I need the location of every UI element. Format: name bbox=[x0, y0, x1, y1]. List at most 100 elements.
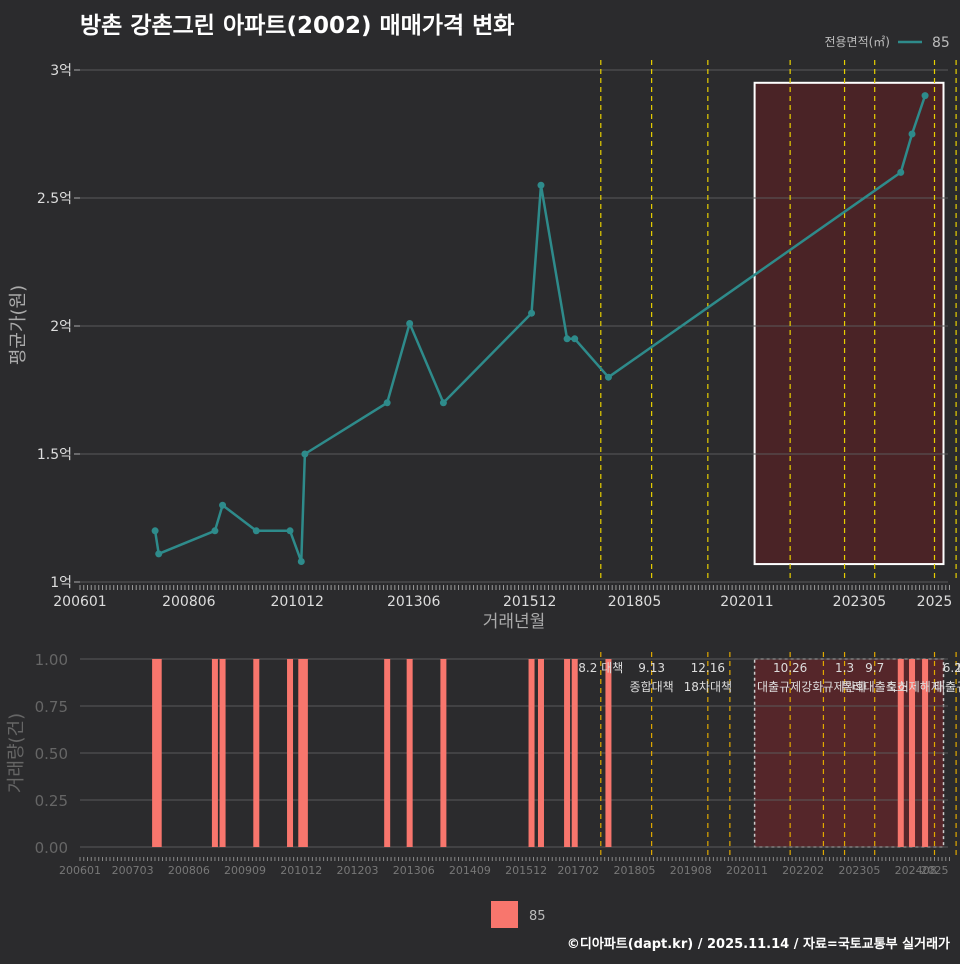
volume-bar bbox=[528, 659, 535, 847]
policy-annotation-date: 1.3 bbox=[835, 661, 854, 675]
price-point bbox=[219, 501, 227, 509]
policy-annotation-name: 규제완화 bbox=[822, 680, 866, 694]
bottom-x-tick-label: 2025 bbox=[921, 864, 949, 877]
volume-bar bbox=[152, 659, 159, 847]
price-point bbox=[908, 130, 916, 138]
top-y-axis-label: 평균가(원) bbox=[8, 285, 29, 365]
price-point bbox=[286, 527, 294, 535]
bottom-x-tick-label: 201908 bbox=[670, 864, 712, 877]
policy-annotation-date: 9.13 bbox=[638, 661, 665, 675]
bottom-x-tick-label: 202305 bbox=[838, 864, 880, 877]
top-x-axis-label: 거래년월 bbox=[483, 612, 546, 632]
highlight-box bbox=[753, 81, 945, 566]
price-point bbox=[406, 319, 414, 327]
bottom-x-tick-label: 201702 bbox=[557, 864, 599, 877]
top-x-tick-label: 202011 bbox=[720, 594, 773, 610]
policy-annotation-date: 12.16 bbox=[691, 661, 725, 675]
bottom-x-tick-label: 201012 bbox=[280, 864, 322, 877]
volume-bar bbox=[287, 659, 294, 847]
legend-title: 전용면적(㎡) bbox=[824, 35, 890, 49]
price-point bbox=[537, 181, 545, 189]
bottom-x-tick-label: 201203 bbox=[336, 864, 378, 877]
volume-bar bbox=[298, 659, 305, 847]
bottom-legend-label: 85 bbox=[529, 909, 546, 924]
price-point bbox=[563, 335, 571, 343]
price-point bbox=[921, 92, 929, 100]
policy-annotation-date: 8.2 대책 bbox=[578, 660, 623, 675]
bottom-y-tick-label: 0.50 bbox=[35, 745, 68, 763]
volume-bar bbox=[605, 659, 612, 847]
volume-bar bbox=[253, 659, 260, 847]
bottom-x-tick-label: 201409 bbox=[449, 864, 491, 877]
price-point bbox=[897, 168, 905, 176]
bottom-y-tick-label: 1.00 bbox=[35, 651, 68, 669]
bottom-x-tick-label: 201805 bbox=[614, 864, 656, 877]
price-point bbox=[571, 335, 579, 343]
bottom-x-tick-label: 201306 bbox=[393, 864, 435, 877]
policy-annotation-name: 종합대책 bbox=[630, 679, 674, 694]
policy-annotation-date: 10.26 bbox=[773, 661, 807, 675]
policy-annotation-name: 18차대책 bbox=[684, 679, 732, 694]
bottom-y-tick-label: 0.25 bbox=[35, 792, 68, 810]
bottom-x-tick-label: 200909 bbox=[224, 864, 266, 877]
price-point bbox=[297, 558, 305, 566]
top-x-tick-label: 200806 bbox=[162, 594, 216, 610]
volume-bar bbox=[211, 659, 218, 847]
top-y-tick-label: 2.5억 bbox=[37, 191, 72, 207]
bottom-x-tick-label: 202011 bbox=[726, 864, 768, 877]
top-x-tick-label: 201306 bbox=[387, 594, 441, 610]
volume-bar bbox=[155, 659, 162, 847]
top-x-tick-label: 2025 bbox=[917, 594, 953, 610]
volume-bar bbox=[909, 659, 916, 847]
policy-annotation-name: 규제 bbox=[957, 680, 960, 694]
volume-bar bbox=[440, 659, 447, 847]
policy-annotation-date: 9.7 bbox=[865, 661, 884, 675]
top-y-tick-label: 3억 bbox=[50, 63, 72, 79]
price-point bbox=[528, 309, 536, 317]
bottom-x-tick-label: 201512 bbox=[505, 864, 547, 877]
bottom-x-tick-label: 200806 bbox=[168, 864, 210, 877]
price-point bbox=[252, 527, 260, 535]
price-point bbox=[211, 527, 219, 535]
bottom-x-tick-label: 202202 bbox=[782, 864, 824, 877]
policy-annotation-name: 토허제해제 bbox=[887, 680, 942, 694]
bottom-y-tick-label: 0.00 bbox=[35, 839, 68, 857]
legend-label: 85 bbox=[932, 35, 950, 51]
chart-title: 방촌 강촌그린 아파트(2002) 매매가격 변화 bbox=[80, 13, 515, 39]
policy-annotation-date: 6.27 bbox=[943, 661, 960, 675]
policy-annotation-name: 대출규제 bbox=[934, 680, 960, 694]
price-point bbox=[383, 399, 391, 407]
top-y-tick-label: 1억 bbox=[50, 575, 72, 591]
bottom-y-tick-label: 0.75 bbox=[35, 698, 68, 716]
top-x-tick-label: 201012 bbox=[270, 594, 323, 610]
bottom-y-axis-label: 거래량(건) bbox=[6, 713, 27, 793]
price-point bbox=[604, 373, 612, 381]
top-x-tick-label: 201512 bbox=[503, 594, 556, 610]
volume-bar bbox=[537, 659, 544, 847]
policy-annotation-name: 대출규제강화 bbox=[757, 680, 823, 694]
price-point bbox=[155, 550, 163, 558]
policy-annotation-date: 10.1 bbox=[955, 661, 960, 675]
volume-bar bbox=[564, 659, 571, 847]
volume-bar bbox=[384, 659, 391, 847]
price-point bbox=[151, 527, 159, 535]
bottom-x-tick-label: 202408 bbox=[895, 864, 937, 877]
volume-bar bbox=[301, 659, 308, 847]
volume-bar bbox=[406, 659, 413, 847]
volume-bar bbox=[922, 659, 929, 847]
volume-bar bbox=[219, 659, 226, 847]
top-x-tick-label: 201805 bbox=[608, 594, 661, 610]
price-point bbox=[301, 450, 309, 458]
top-x-tick-label: 202305 bbox=[833, 594, 886, 610]
price-point bbox=[439, 399, 447, 407]
bottom-legend-swatch bbox=[491, 901, 518, 928]
bottom-x-tick-label: 200601 bbox=[59, 864, 101, 877]
top-y-tick-label: 2억 bbox=[50, 319, 72, 335]
volume-bar bbox=[897, 659, 904, 847]
policy-annotation-name: 특례대출축소 bbox=[842, 680, 908, 694]
volume-bar bbox=[571, 659, 578, 847]
top-y-tick-label: 1.5억 bbox=[37, 447, 72, 463]
footer-credit: ©디아파트(dapt.kr) / 2025.11.14 / 자료=국토교통부 실… bbox=[566, 937, 950, 952]
bottom-x-tick-label: 200703 bbox=[112, 864, 154, 877]
